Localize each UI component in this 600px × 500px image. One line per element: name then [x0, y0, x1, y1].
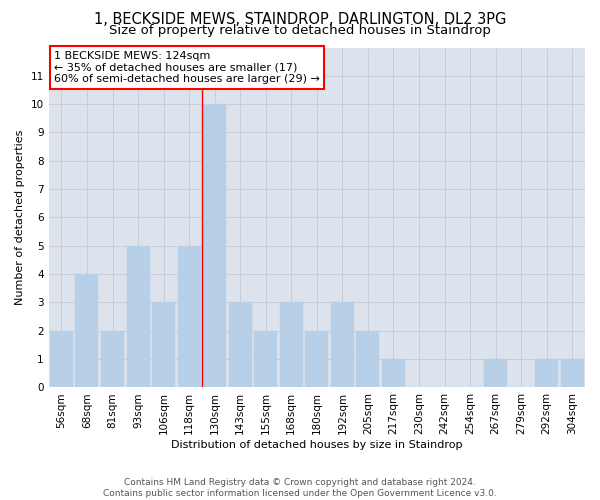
Text: 1, BECKSIDE MEWS, STAINDROP, DARLINGTON, DL2 3PG: 1, BECKSIDE MEWS, STAINDROP, DARLINGTON,…	[94, 12, 506, 28]
Y-axis label: Number of detached properties: Number of detached properties	[15, 130, 25, 305]
Bar	[254, 331, 277, 388]
Bar	[484, 359, 507, 388]
Bar	[101, 331, 124, 388]
Bar	[127, 246, 149, 388]
Text: Size of property relative to detached houses in Staindrop: Size of property relative to detached ho…	[109, 24, 491, 37]
Bar	[331, 302, 354, 388]
X-axis label: Distribution of detached houses by size in Staindrop: Distribution of detached houses by size …	[171, 440, 463, 450]
Text: 1 BECKSIDE MEWS: 124sqm
← 35% of detached houses are smaller (17)
60% of semi-de: 1 BECKSIDE MEWS: 124sqm ← 35% of detache…	[54, 51, 320, 84]
Bar	[356, 331, 379, 388]
Bar	[561, 359, 584, 388]
Bar	[229, 302, 252, 388]
Bar	[152, 302, 175, 388]
Bar	[382, 359, 405, 388]
Bar	[280, 302, 303, 388]
Bar	[305, 331, 328, 388]
Bar	[178, 246, 200, 388]
Bar	[203, 104, 226, 388]
Bar	[50, 331, 73, 388]
Bar	[76, 274, 98, 388]
Bar	[535, 359, 558, 388]
Text: Contains HM Land Registry data © Crown copyright and database right 2024.
Contai: Contains HM Land Registry data © Crown c…	[103, 478, 497, 498]
